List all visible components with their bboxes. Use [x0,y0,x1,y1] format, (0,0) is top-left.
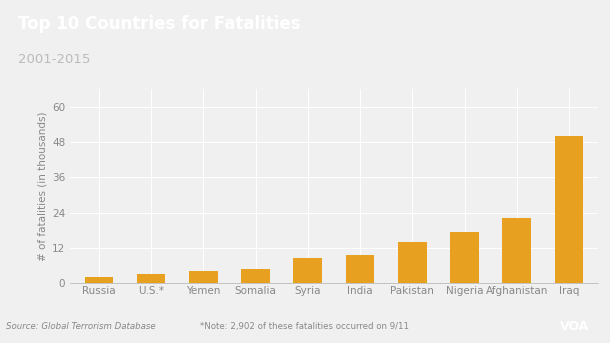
Bar [346,255,375,283]
Bar [293,258,322,283]
Bar [189,271,218,283]
Text: Top 10 Countries for Fatalities: Top 10 Countries for Fatalities [18,15,300,33]
Y-axis label: # of fatalities (in thousands): # of fatalities (in thousands) [38,111,48,261]
Bar [450,232,479,283]
Text: Source: Global Terrorism Database: Source: Global Terrorism Database [6,322,156,331]
Bar [137,274,165,283]
Bar [503,218,531,283]
Bar [398,242,427,283]
Bar [554,136,583,283]
Text: *Note: 2,902 of these fatalities occurred on 9/11: *Note: 2,902 of these fatalities occurre… [201,322,409,331]
Text: 2001-2015: 2001-2015 [18,53,90,66]
Text: VOA: VOA [561,320,589,333]
Bar [241,269,270,283]
Bar [85,277,113,283]
